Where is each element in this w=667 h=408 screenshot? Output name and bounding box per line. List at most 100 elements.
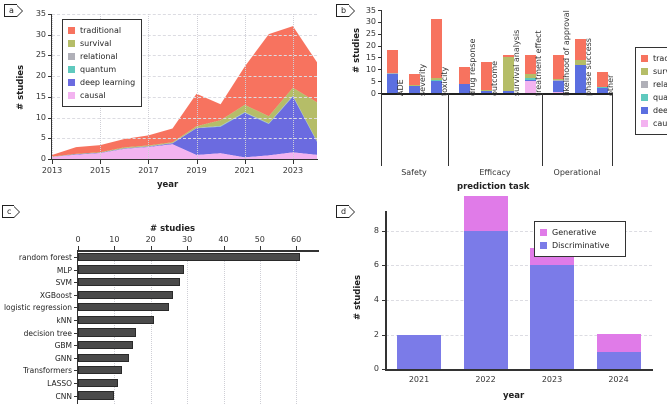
legend-item-traditional[interactable]: traditional <box>68 24 136 37</box>
panel-d: d 0 2 <box>333 196 667 408</box>
gridline-h <box>52 117 317 120</box>
bar-segment-causal[interactable] <box>553 92 564 93</box>
ytick-label: 25 <box>35 50 46 60</box>
legend-item-relational[interactable]: relational <box>641 78 667 91</box>
ytick <box>48 159 52 160</box>
hbar-xgboost[interactable] <box>78 290 173 299</box>
bar-segment-deep-learning[interactable] <box>525 79 536 82</box>
bar-segment-quantum[interactable] <box>431 80 442 82</box>
bar-segment-deep-learning[interactable] <box>597 88 608 93</box>
bar-segment-traditional[interactable] <box>387 50 398 74</box>
legend-label: deep learning <box>653 106 667 115</box>
panel-c-xaxis <box>77 250 319 252</box>
panel-b-letter: b <box>336 4 350 17</box>
ytick <box>74 269 78 271</box>
bar-segment-survival[interactable] <box>575 59 586 65</box>
swatch-deep-learning-icon <box>68 79 75 86</box>
bar-segment-traditional[interactable] <box>503 55 514 58</box>
bar-segment-survival[interactable] <box>525 74 536 79</box>
legend-item-generative[interactable]: Generative <box>540 226 620 239</box>
hbar-random-forest[interactable] <box>78 252 300 262</box>
panel-a-arrow <box>16 4 23 17</box>
legend-item-relational[interactable]: relational <box>68 50 136 63</box>
hbar-transformers[interactable] <box>78 366 122 375</box>
legend-item-deep-learning[interactable]: deep learning <box>641 104 667 117</box>
category-label-likelihood-of-approval: likelihood of approval <box>562 10 571 96</box>
bar-segment-relational[interactable] <box>387 73 398 75</box>
bar-segment-survival[interactable] <box>481 89 492 91</box>
hbar-mlp[interactable] <box>78 265 184 274</box>
category-label-treatment-effect: treatment effect <box>534 30 543 96</box>
panel-b-xaxis <box>381 93 612 95</box>
category-label-other: other <box>606 74 615 96</box>
legend-item-survival[interactable]: survival <box>68 37 136 50</box>
bar-segment-deep-learning[interactable] <box>431 81 442 93</box>
hbar-knn[interactable] <box>78 315 155 325</box>
bar-segment-deep-learning[interactable] <box>575 64 586 93</box>
ytick-label: 35 <box>365 5 376 15</box>
xtick <box>150 246 152 251</box>
ytick <box>382 265 386 267</box>
xtick-label: 2017 <box>138 166 159 175</box>
ytick <box>74 345 78 347</box>
bar-segment-discriminative[interactable] <box>530 265 574 369</box>
ytick <box>378 69 382 71</box>
bar-segment-generative[interactable] <box>596 334 641 352</box>
bar-segment-deep-learning[interactable] <box>553 80 564 93</box>
legend-item-quantum[interactable]: quantum <box>68 63 136 76</box>
xtick <box>100 160 102 164</box>
legend-item-causal[interactable]: causal <box>68 89 136 102</box>
xtick-label: 20 <box>145 235 156 244</box>
xtick <box>114 246 116 251</box>
category-label-svm: SVM <box>55 278 72 288</box>
bar-segment-survival[interactable] <box>431 78 442 81</box>
category-label-lasso: LASSO <box>47 379 72 388</box>
gridline-h <box>52 34 317 37</box>
bar-segment-deep-learning[interactable] <box>503 90 514 93</box>
legend-item-causal[interactable]: causal <box>641 117 667 130</box>
bar-segment-discriminative[interactable] <box>463 230 508 369</box>
ytick-label: 0 <box>40 154 46 163</box>
bar-segment-deep-learning[interactable] <box>459 83 470 93</box>
bar-segment-survival[interactable] <box>553 78 564 80</box>
bar-segment-survival[interactable] <box>503 57 514 91</box>
bar-segment-traditional[interactable] <box>459 66 470 84</box>
legend-item-deep-learning[interactable]: deep learning <box>68 76 136 89</box>
bar-segment-deep-learning[interactable] <box>387 74 398 93</box>
swatch-traditional-icon <box>68 27 75 34</box>
bar-segment-deep-learning[interactable] <box>409 85 420 93</box>
ytick-label: 0 <box>373 364 379 373</box>
ytick <box>378 21 382 23</box>
bar-segment-discriminative[interactable] <box>596 351 641 369</box>
panel-c-letter: c <box>2 205 15 218</box>
bar-segment-traditional[interactable] <box>525 55 536 75</box>
xtick <box>196 160 198 164</box>
bar-segment-causal[interactable] <box>525 81 536 93</box>
bar-segment-quantum[interactable] <box>597 87 608 89</box>
legend-item-quantum[interactable]: quantum <box>641 91 667 104</box>
ytick-label: 10 <box>35 112 46 122</box>
bar-segment-discriminative[interactable] <box>397 334 441 369</box>
legend-item-survival[interactable]: survival <box>641 65 667 78</box>
bar-segment-traditional[interactable] <box>431 19 442 79</box>
swatch-survival-icon <box>641 68 648 75</box>
hbar-lasso[interactable] <box>78 378 118 388</box>
bar-segment-deep-learning[interactable] <box>481 90 492 93</box>
bar-segment-traditional[interactable] <box>597 71 608 88</box>
bar-segment-survival[interactable] <box>409 84 420 86</box>
hbar-decision-tree[interactable] <box>78 328 137 337</box>
bar-segment-traditional[interactable] <box>575 38 586 60</box>
bar-segment-traditional[interactable] <box>409 74 420 85</box>
bar-segment-traditional[interactable] <box>553 55 564 79</box>
hbar-svm[interactable] <box>78 277 180 287</box>
hbar-cnn[interactable] <box>78 391 115 400</box>
bar-segment-generative[interactable] <box>463 196 508 231</box>
ytick-label: 20 <box>35 71 46 81</box>
bar-segment-quantum[interactable] <box>525 78 536 80</box>
hbar-gnn[interactable] <box>78 353 129 362</box>
bar-segment-traditional[interactable] <box>481 62 492 90</box>
hbar-gbm[interactable] <box>78 340 133 350</box>
legend-item-discriminative[interactable]: Discriminative <box>540 239 620 252</box>
legend-item-traditional[interactable]: traditional <box>641 52 667 65</box>
hbar-logistic-regression[interactable] <box>78 303 169 312</box>
